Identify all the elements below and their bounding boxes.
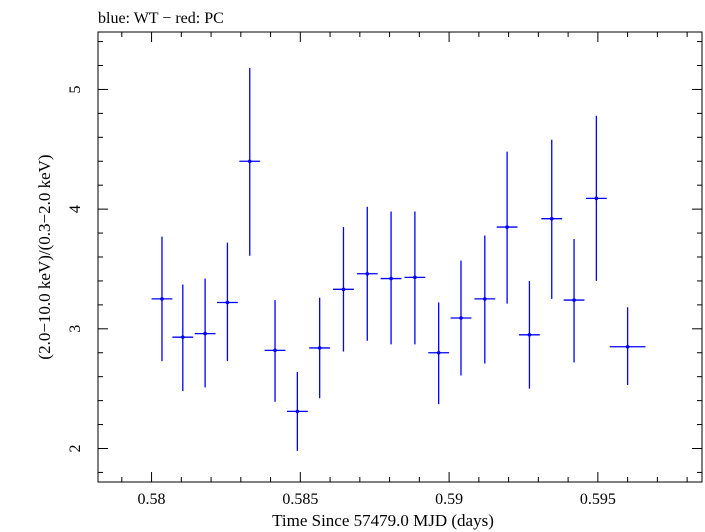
point-marker xyxy=(459,316,463,320)
x-tick-label: 0.59 xyxy=(435,491,463,508)
chart-title: blue: WT − red: PC xyxy=(98,10,224,27)
point-marker xyxy=(180,335,185,339)
data-point xyxy=(450,260,472,376)
point-marker xyxy=(160,297,164,301)
y-tick-label: 2 xyxy=(67,444,84,452)
point-marker xyxy=(527,332,532,337)
data-point xyxy=(519,280,540,389)
point-marker xyxy=(505,225,509,229)
x-tick-label: 0.595 xyxy=(580,491,616,508)
data-point xyxy=(563,239,585,363)
point-marker xyxy=(436,350,441,355)
point-marker xyxy=(389,276,393,281)
point-marker xyxy=(625,344,630,349)
x-tick-label: 0.585 xyxy=(282,491,318,508)
y-tick-label: 3 xyxy=(67,325,84,333)
point-marker xyxy=(295,409,300,414)
point-marker xyxy=(594,196,599,201)
y-tick-label: 4 xyxy=(67,205,84,213)
point-marker xyxy=(225,300,230,305)
point-marker xyxy=(273,348,277,353)
point-marker xyxy=(203,331,207,336)
point-marker xyxy=(413,275,417,280)
point-marker xyxy=(341,287,346,292)
data-point xyxy=(333,227,354,352)
x-axis-title: Time Since 57479.0 MJD (days) xyxy=(272,511,494,530)
data-point xyxy=(541,139,563,299)
point-marker xyxy=(549,216,554,221)
axis-tick-labels: 0.58 0.585 0.59 0.595 2 3 4 5 xyxy=(67,85,616,508)
point-marker xyxy=(365,271,370,276)
data-point xyxy=(356,206,378,341)
data-point xyxy=(151,236,173,362)
y-axis-title: (2.0−10.0 keV)/(0.3−2.0 keV) xyxy=(35,154,54,359)
data-point xyxy=(309,297,331,399)
data-point xyxy=(474,235,496,364)
point-marker xyxy=(482,297,487,301)
data-point xyxy=(286,371,308,451)
data-point xyxy=(404,211,426,345)
data-point xyxy=(585,115,607,281)
data-point xyxy=(217,242,238,362)
point-marker xyxy=(572,298,576,302)
data-point xyxy=(496,151,518,304)
plot-frame xyxy=(97,31,703,483)
x-tick-label: 0.58 xyxy=(138,491,166,508)
data-point xyxy=(380,211,402,345)
data-point xyxy=(194,278,216,388)
point-marker xyxy=(247,159,252,164)
data-series xyxy=(151,67,646,451)
data-point xyxy=(609,307,646,386)
data-point xyxy=(239,67,261,256)
data-point xyxy=(428,302,450,405)
point-marker xyxy=(317,346,322,350)
data-point xyxy=(172,284,194,392)
data-point xyxy=(264,300,286,402)
axis-ticks xyxy=(98,32,702,482)
y-tick-label: 5 xyxy=(67,85,84,93)
